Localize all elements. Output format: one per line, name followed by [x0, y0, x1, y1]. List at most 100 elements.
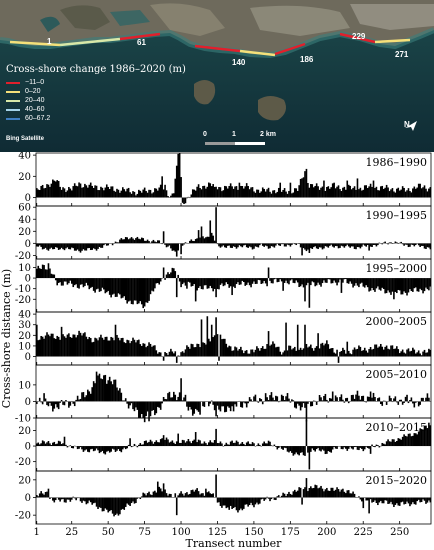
- bar: [65, 243, 67, 249]
- bar: [142, 492, 145, 498]
- bar: [101, 337, 104, 357]
- bar: [257, 443, 260, 447]
- bar: [113, 340, 115, 357]
- bar: [225, 343, 228, 357]
- bar: [326, 399, 328, 402]
- bar: [40, 269, 42, 279]
- bar: [196, 488, 198, 498]
- bar: [222, 338, 225, 357]
- bar: [267, 187, 270, 198]
- map-graphic: [0, 0, 434, 152]
- bar: [425, 397, 427, 402]
- bar: [295, 278, 298, 281]
- bar: [85, 497, 88, 505]
- bar: [285, 396, 287, 402]
- bar: [393, 278, 395, 300]
- bar: [145, 440, 147, 447]
- bar: [57, 440, 60, 447]
- bar: [302, 401, 305, 404]
- bar: [345, 398, 347, 402]
- bar: [46, 184, 48, 198]
- bar: [60, 400, 63, 402]
- bar: [388, 441, 391, 447]
- bar: [263, 441, 265, 447]
- bar: [289, 345, 292, 357]
- bar: [371, 349, 373, 357]
- bar: [213, 186, 216, 198]
- bar: [216, 334, 219, 357]
- bar: [81, 446, 83, 450]
- bar: [44, 243, 47, 248]
- bar: [88, 391, 91, 402]
- bar: [40, 186, 42, 198]
- legend-swatch: [6, 99, 20, 102]
- bar: [119, 388, 121, 402]
- bar: [105, 243, 108, 246]
- bar: [202, 185, 204, 198]
- y-tick-label: 40: [18, 310, 31, 321]
- bar: [165, 274, 168, 279]
- bar: [47, 263, 50, 279]
- bar: [397, 243, 400, 244]
- bar: [187, 401, 190, 411]
- bar: [53, 180, 56, 198]
- bar: [100, 243, 102, 248]
- bar: [277, 446, 280, 448]
- bar: [347, 278, 350, 284]
- bar: [340, 243, 343, 246]
- bar: [276, 278, 279, 283]
- bar: [158, 442, 161, 447]
- bar: [372, 497, 375, 502]
- bar: [66, 278, 69, 285]
- bar: [361, 243, 363, 247]
- bar: [84, 397, 86, 402]
- bar: [277, 278, 280, 282]
- bar: [107, 446, 110, 451]
- bar: [293, 446, 296, 455]
- bar: [426, 243, 429, 248]
- bar: [417, 350, 420, 357]
- bar: [361, 446, 363, 449]
- bar: [381, 243, 384, 245]
- bar: [170, 397, 172, 402]
- bar: [59, 278, 61, 283]
- bar: [196, 343, 198, 357]
- bar: [191, 440, 194, 447]
- bar: [426, 428, 429, 447]
- bar: [154, 278, 156, 289]
- bar: [422, 187, 424, 198]
- bar: [126, 497, 128, 504]
- bar: [311, 243, 314, 249]
- bar: [194, 347, 197, 357]
- bar: [57, 401, 60, 410]
- bar: [401, 497, 404, 502]
- bar: [280, 495, 283, 498]
- bar: [175, 243, 178, 257]
- bar: [317, 333, 319, 357]
- bar: [245, 278, 248, 285]
- bar: [256, 278, 258, 284]
- bar: [210, 400, 213, 402]
- bar: [318, 278, 321, 285]
- bar: [270, 243, 273, 247]
- bar: [304, 243, 306, 250]
- bar: [88, 243, 91, 248]
- bar: [56, 278, 59, 286]
- y-tick-label: 20: [18, 331, 31, 342]
- bar: [111, 497, 114, 514]
- bar: [327, 490, 330, 498]
- bar: [330, 187, 333, 198]
- bar: [304, 487, 306, 498]
- bar: [235, 347, 238, 357]
- panel-period-label: 2000–2005: [366, 315, 428, 328]
- bar: [84, 243, 86, 251]
- bar: [240, 497, 242, 509]
- bar: [397, 187, 400, 198]
- bar: [269, 278, 271, 281]
- bar: [168, 442, 171, 447]
- bar: [94, 446, 96, 451]
- bar: [361, 396, 363, 402]
- bar: [244, 278, 247, 286]
- bar: [121, 400, 124, 402]
- bar: [178, 442, 181, 447]
